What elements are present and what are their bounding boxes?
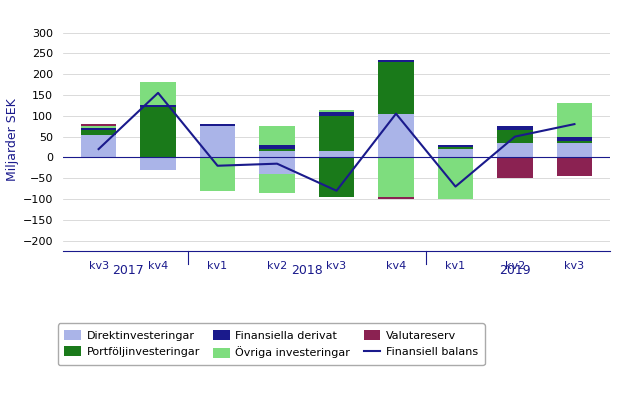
Bar (259, 145, 295, 149)
Bar (81, 128, 116, 130)
Legend: Direktinvesteringar, Portföljinvesteringar, Finansiella derivat, Övriga invester: Direktinvesteringar, Portföljinvestering… (57, 324, 484, 365)
Bar (259, 174, 295, 193)
Text: 2019: 2019 (499, 264, 531, 277)
Bar (557, 103, 593, 136)
Bar (140, 158, 176, 170)
Bar (497, 130, 533, 143)
Bar (438, 145, 474, 147)
Bar (319, 109, 354, 112)
Bar (378, 62, 414, 114)
Bar (200, 124, 235, 126)
Bar (378, 197, 414, 199)
Bar (557, 141, 593, 143)
Bar (140, 107, 176, 158)
Bar (81, 124, 116, 126)
Bar (259, 151, 295, 158)
Bar (497, 126, 533, 130)
Bar (319, 158, 354, 197)
Bar (319, 112, 354, 116)
Bar (438, 147, 474, 149)
Text: 2018: 2018 (291, 264, 323, 277)
Bar (438, 149, 474, 158)
Bar (81, 130, 116, 134)
Bar (259, 149, 295, 151)
Bar (557, 136, 593, 141)
Bar (140, 83, 176, 105)
Bar (81, 126, 116, 128)
Text: 2017: 2017 (113, 264, 144, 277)
Bar (557, 143, 593, 158)
Bar (259, 126, 295, 145)
Bar (497, 158, 533, 178)
Bar (319, 151, 354, 158)
Bar (259, 158, 295, 174)
Bar (319, 116, 354, 151)
Bar (200, 158, 235, 191)
Bar (497, 143, 533, 158)
Bar (81, 134, 116, 158)
Y-axis label: Miljarder SEK: Miljarder SEK (6, 98, 18, 181)
Bar (140, 105, 176, 107)
Bar (438, 158, 474, 199)
Bar (378, 158, 414, 197)
Bar (200, 126, 235, 158)
Bar (378, 114, 414, 158)
Bar (557, 158, 593, 176)
Bar (378, 60, 414, 62)
